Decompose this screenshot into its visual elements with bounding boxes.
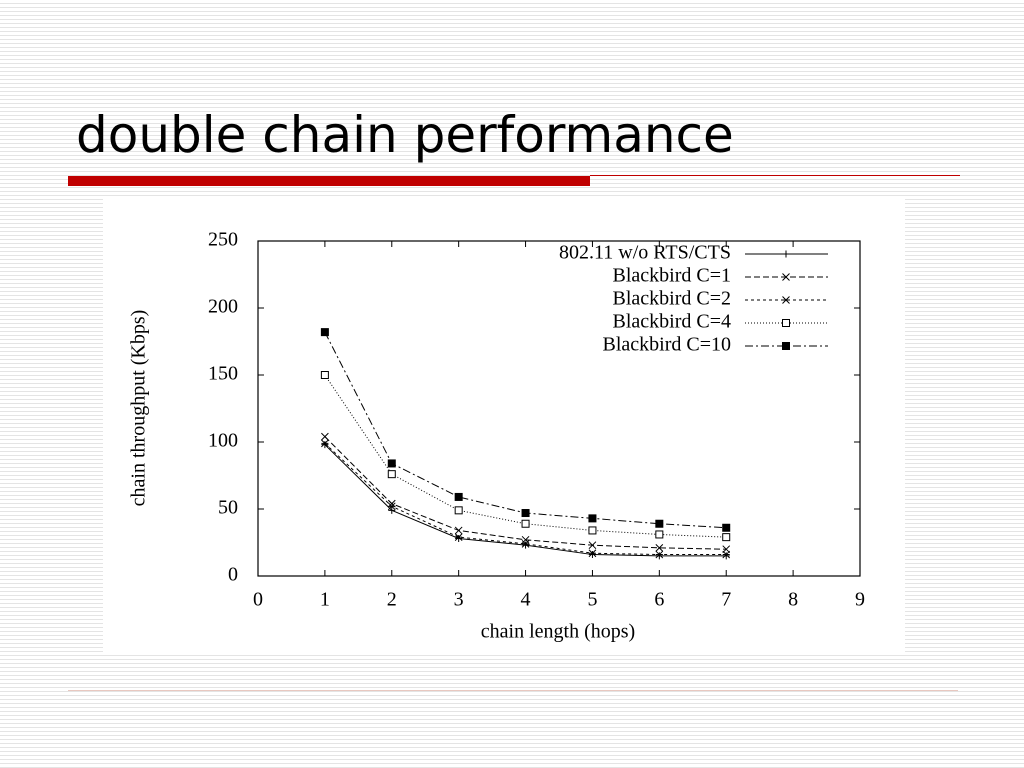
- marker: [454, 533, 463, 541]
- legend-marker: [782, 342, 790, 350]
- y-tick-label: 100: [208, 430, 238, 452]
- x-tick-label: 5: [587, 589, 597, 611]
- series-line: [324, 436, 727, 550]
- marker: [655, 552, 663, 560]
- footer-rule: [68, 690, 958, 691]
- title-rule: [590, 175, 960, 176]
- marker: [387, 459, 396, 468]
- legend-marker: [782, 296, 790, 304]
- legend-label: Blackbird C=4: [613, 311, 732, 333]
- legend-label: Blackbird C=10: [603, 334, 732, 356]
- x-tick-label: 1: [320, 589, 330, 611]
- marker: [722, 552, 730, 560]
- series-line: [324, 442, 727, 556]
- x-tick-label: 2: [387, 589, 397, 611]
- marker: [655, 530, 664, 539]
- marker: [655, 519, 664, 528]
- y-tick-label: 150: [208, 363, 238, 385]
- legend-label: Blackbird C=1: [613, 265, 732, 287]
- marker: [320, 328, 329, 337]
- legend-marker: [782, 273, 790, 281]
- x-tick-label: 3: [454, 589, 464, 611]
- marker: [388, 506, 396, 514]
- marker: [521, 519, 530, 528]
- marker: [521, 539, 530, 548]
- x-tick-label: 0: [253, 589, 263, 611]
- y-tick-label: 250: [208, 229, 238, 251]
- marker: [722, 550, 731, 559]
- marker: [722, 523, 731, 532]
- marker: [387, 502, 396, 511]
- y-axis-label: chain throughput (Kbps): [128, 310, 150, 507]
- x-tick-label: 7: [721, 589, 731, 611]
- marker: [655, 550, 664, 559]
- marker: [588, 541, 597, 550]
- marker: [522, 541, 530, 549]
- x-tick-label: 9: [855, 589, 865, 611]
- marker: [387, 470, 396, 479]
- marker: [454, 492, 463, 501]
- marker: [588, 549, 597, 558]
- marker: [454, 506, 463, 515]
- title-bar: [68, 176, 590, 186]
- marker: [321, 441, 329, 449]
- legend-marker: [782, 319, 790, 327]
- slide-title: double chain performance: [76, 106, 734, 164]
- legend-label: 802.11 w/o RTS/CTS: [559, 242, 731, 264]
- plot-frame: [257, 240, 861, 577]
- y-tick-label: 0: [228, 564, 238, 586]
- legend-label: Blackbird C=2: [613, 288, 732, 310]
- marker: [321, 432, 329, 441]
- marker: [655, 544, 664, 552]
- marker: [722, 533, 731, 542]
- x-tick-label: 8: [788, 589, 798, 611]
- marker: [588, 514, 597, 523]
- marker: [521, 509, 530, 518]
- x-axis-label: chain length (hops): [481, 621, 635, 643]
- x-tick-label: 4: [521, 589, 531, 611]
- marker: [588, 551, 596, 559]
- marker: [321, 439, 329, 448]
- series-line: [324, 331, 727, 529]
- chart-background: [103, 197, 905, 655]
- marker: [320, 371, 329, 379]
- marker: [455, 534, 463, 542]
- marker: [454, 526, 463, 535]
- y-tick-label: 50: [218, 497, 238, 519]
- x-tick-label: 6: [654, 589, 664, 611]
- marker: [588, 526, 597, 535]
- legend-marker: [782, 250, 790, 258]
- y-tick-label: 200: [208, 296, 238, 318]
